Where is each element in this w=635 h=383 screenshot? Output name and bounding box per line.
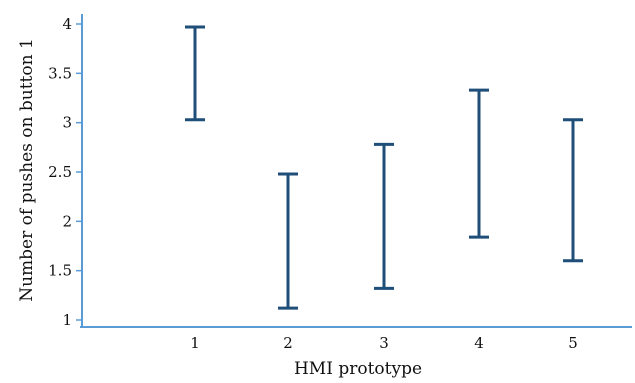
error-bars xyxy=(185,25,583,310)
y-tick-label: 1.5 xyxy=(48,262,72,280)
error-bar xyxy=(374,142,394,290)
error-bar xyxy=(563,118,583,263)
error-bar xyxy=(278,172,298,310)
y-tick-label: 2 xyxy=(62,212,72,230)
error-bar xyxy=(469,88,489,239)
y-axis-title: Number of pushes on button 1 xyxy=(17,38,37,302)
y-tick-label: 3 xyxy=(62,114,72,132)
x-tick-label: 2 xyxy=(283,334,293,352)
y-tick-label: 1 xyxy=(62,311,72,329)
tick-labels: 1 1.5 2 2.5 3 3.5 4 1 2 3 4 5 xyxy=(48,15,578,352)
y-tick-label: 2.5 xyxy=(48,163,72,181)
x-tick-label: 1 xyxy=(190,334,200,352)
x-axis-title: HMI prototype xyxy=(294,359,422,379)
x-tick-label: 4 xyxy=(474,334,484,352)
x-tick-label: 5 xyxy=(568,334,578,352)
axes xyxy=(76,14,632,328)
x-tick-label: 3 xyxy=(379,334,389,352)
y-tick-label: 4 xyxy=(62,15,72,33)
error-bar xyxy=(185,25,205,122)
y-tick-label: 3.5 xyxy=(48,64,72,82)
